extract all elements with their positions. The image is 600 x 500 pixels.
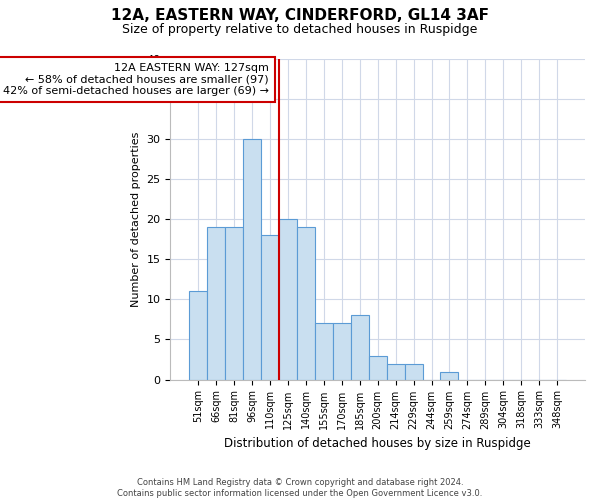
Bar — [333, 324, 351, 380]
Bar — [297, 228, 315, 380]
Bar — [225, 228, 243, 380]
Bar — [351, 316, 368, 380]
Y-axis label: Number of detached properties: Number of detached properties — [131, 132, 141, 307]
Bar — [404, 364, 422, 380]
Bar — [261, 236, 279, 380]
Text: Contains HM Land Registry data © Crown copyright and database right 2024.
Contai: Contains HM Land Registry data © Crown c… — [118, 478, 482, 498]
Bar — [386, 364, 404, 380]
Text: 12A, EASTERN WAY, CINDERFORD, GL14 3AF: 12A, EASTERN WAY, CINDERFORD, GL14 3AF — [111, 8, 489, 22]
Bar — [315, 324, 333, 380]
Bar — [207, 228, 225, 380]
Bar — [368, 356, 386, 380]
Bar — [440, 372, 458, 380]
Text: 12A EASTERN WAY: 127sqm
← 58% of detached houses are smaller (97)
42% of semi-de: 12A EASTERN WAY: 127sqm ← 58% of detache… — [3, 63, 269, 96]
X-axis label: Distribution of detached houses by size in Ruspidge: Distribution of detached houses by size … — [224, 437, 531, 450]
Text: Size of property relative to detached houses in Ruspidge: Size of property relative to detached ho… — [122, 22, 478, 36]
Bar — [189, 292, 207, 380]
Bar — [279, 220, 297, 380]
Bar — [243, 139, 261, 380]
